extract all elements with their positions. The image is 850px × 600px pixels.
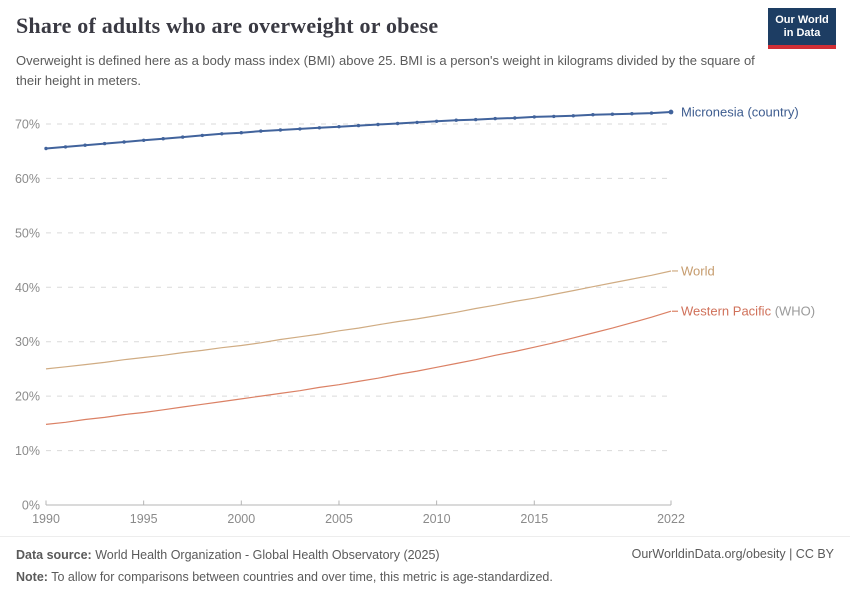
y-tick-label: 30%	[15, 335, 40, 349]
series-line-0	[45, 111, 672, 150]
series-line-2	[45, 310, 672, 425]
data-point-marker	[571, 114, 575, 118]
series-end-marker	[668, 109, 674, 115]
x-tick-label: 2022	[657, 512, 685, 526]
chart-subtitle: Overweight is defined here as a body mas…	[16, 53, 755, 88]
data-point-marker	[278, 128, 283, 132]
data-point-marker	[513, 116, 517, 120]
owid-logo: Our World in Data	[768, 8, 836, 49]
x-tick-label: 2005	[325, 512, 353, 526]
data-point-marker	[142, 138, 146, 142]
note-label: Note:	[16, 569, 48, 584]
page-title: Share of adults who are overweight or ob…	[16, 13, 439, 38]
data-point-marker	[200, 133, 204, 138]
data-point-marker	[220, 132, 224, 136]
data-point-marker	[395, 121, 400, 126]
footer-source-note: Data source: World Health Organization -…	[16, 546, 553, 590]
data-point-marker	[630, 112, 634, 116]
data-point-marker	[493, 116, 497, 121]
data-point-marker	[259, 129, 263, 133]
y-tick-label: 10%	[15, 444, 40, 458]
data-point-marker	[317, 126, 322, 130]
data-point-marker	[181, 135, 185, 139]
data-point-marker	[298, 127, 302, 131]
data-point-marker	[122, 140, 126, 144]
y-tick-label: 70%	[15, 118, 40, 132]
series-label-2: Western Pacific (WHO)	[681, 304, 815, 319]
series-label-suffix: (WHO)	[771, 304, 815, 319]
x-tick-label: 1995	[130, 512, 158, 526]
note-text: To allow for comparisons between countri…	[47, 569, 553, 584]
series-line-1	[45, 270, 672, 370]
data-point-marker	[610, 112, 615, 116]
data-source-line: Data source: World Health Organization -…	[16, 546, 553, 565]
data-point-marker	[356, 123, 361, 128]
y-tick-label: 40%	[15, 281, 40, 295]
series-label-1: World	[681, 263, 715, 278]
data-point-marker	[591, 113, 595, 117]
data-point-marker	[649, 111, 654, 115]
data-point-marker	[102, 141, 107, 146]
data-source-text: World Health Organization - Global Healt…	[91, 548, 440, 562]
series-label-0: Micronesia (country)	[681, 105, 799, 120]
y-tick-label: 60%	[15, 172, 40, 186]
x-tick-label: 2010	[423, 512, 451, 526]
data-point-marker	[454, 118, 458, 122]
data-point-marker	[44, 146, 48, 151]
data-source-label: Data source:	[16, 548, 92, 562]
x-tick-label: 2015	[520, 512, 548, 526]
y-tick-label: 50%	[15, 226, 40, 240]
footer-divider	[0, 536, 850, 537]
data-point-marker	[337, 125, 341, 129]
note-line: Note: To allow for comparisons between c…	[16, 568, 553, 587]
data-point-marker	[434, 119, 439, 124]
data-point-marker	[415, 120, 419, 125]
data-point-marker	[532, 115, 536, 119]
y-tick-label: 0%	[22, 499, 40, 513]
owid-logo-line1: Our World	[775, 14, 829, 26]
x-tick-label: 2000	[227, 512, 255, 526]
data-point-marker	[63, 145, 68, 149]
data-point-marker	[83, 143, 87, 147]
data-point-marker	[474, 117, 478, 122]
data-point-marker	[552, 114, 556, 119]
y-tick-label: 20%	[15, 390, 40, 404]
owid-logo-line2: in Data	[783, 27, 821, 39]
data-point-marker	[239, 131, 243, 135]
license-link: OurWorldinData.org/obesity | CC BY	[631, 547, 834, 561]
data-point-marker	[376, 122, 380, 127]
data-point-marker	[161, 137, 165, 141]
line-chart-canvas: 0% 10% 20% 30% 40% 50% 60% 70% 1990 1995 2000 2005 2…	[15, 105, 815, 526]
x-tick-label: 1990	[32, 512, 60, 526]
